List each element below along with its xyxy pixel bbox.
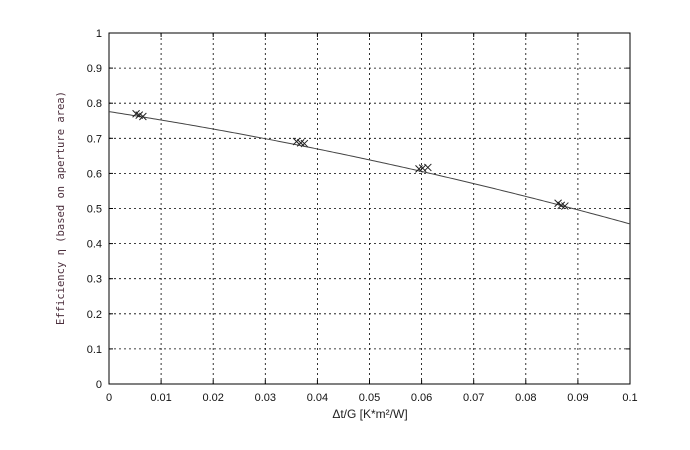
y-tick-label: 0.7: [87, 133, 102, 145]
measurement-markers: [132, 109, 569, 210]
y-tick-label: 0.8: [87, 98, 102, 110]
x-tick-label: 0.08: [515, 392, 536, 404]
grid-lines: [109, 33, 630, 384]
efficiency-fit-curve: [108, 111, 631, 225]
x-tick-label: 0.01: [150, 392, 171, 404]
x-tick-label: 0.07: [463, 392, 484, 404]
y-tick-label: 0.2: [87, 309, 102, 321]
y-tick-label: 0.9: [87, 63, 102, 75]
data-point-marker: [561, 202, 569, 210]
y-tick-label: 0.6: [87, 168, 102, 180]
y-tick-label: 0: [96, 379, 102, 391]
y-tick-label: 1: [96, 28, 102, 40]
y-axis-label: Efficiency η (based on aperture area): [55, 91, 67, 325]
y-axis-ticks: 0 0.1 0.2 0.3 0.4 0.5 0.6 0.7 0.8 0.9 1: [87, 28, 630, 391]
x-axis-label: Δt/G [K*m²/W]: [332, 407, 407, 421]
x-tick-label: 0.02: [202, 392, 223, 404]
data-point-marker: [292, 137, 301, 146]
data-point-marker: [423, 163, 432, 172]
x-tick-label: 0: [106, 392, 112, 404]
x-tick-label: 0.09: [567, 392, 588, 404]
x-tick-label: 0.05: [359, 392, 380, 404]
y-tick-label: 0.1: [87, 344, 102, 356]
y-tick-label: 0.4: [87, 239, 102, 251]
data-point-marker: [139, 112, 147, 121]
x-tick-label: 0.1: [622, 392, 637, 404]
x-axis-ticks: 0 0.01 0.02 0.03 0.04 0.05 0.06 0.07 0.08 0.09 0.1: [106, 33, 638, 404]
x-tick-label: 0.06: [411, 392, 432, 404]
x-tick-label: 0.04: [307, 392, 328, 404]
y-tick-label: 0.3: [87, 274, 102, 286]
x-tick-label: 0.03: [255, 392, 276, 404]
y-tick-label: 0.5: [87, 204, 102, 216]
data-point-marker: [300, 139, 309, 148]
